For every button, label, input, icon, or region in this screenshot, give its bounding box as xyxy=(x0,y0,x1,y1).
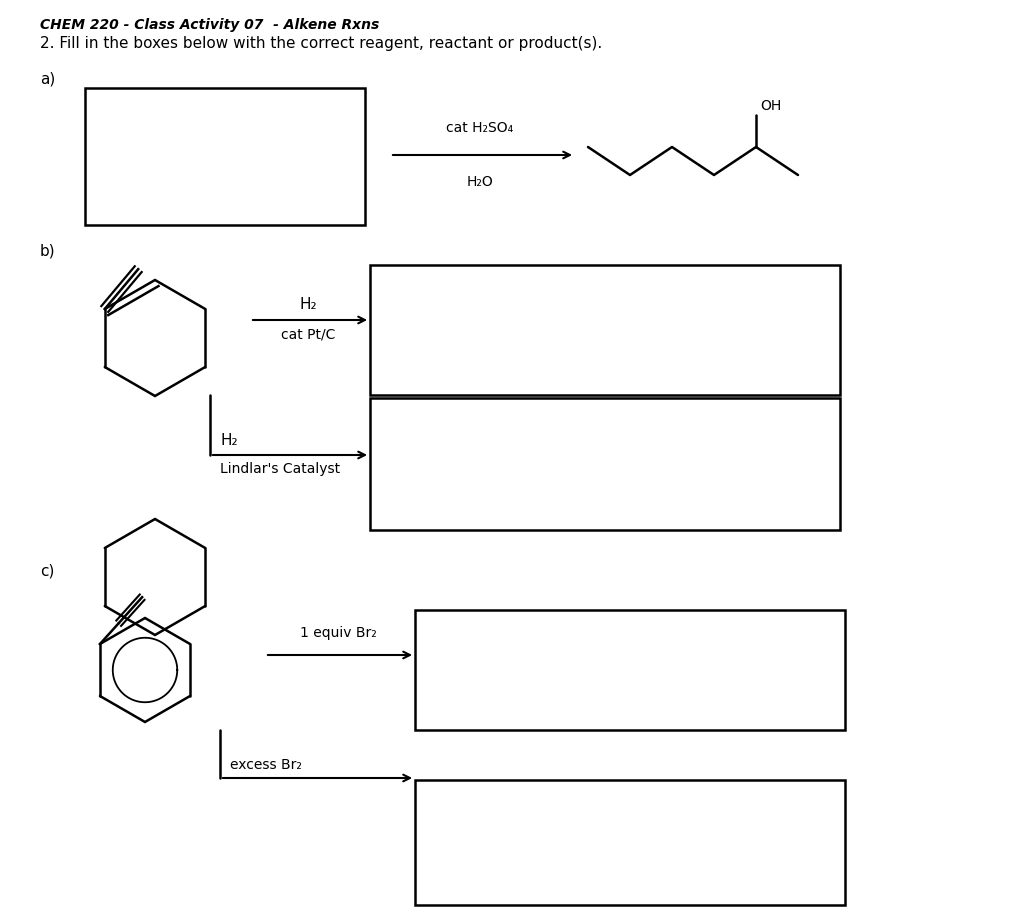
Text: H₂: H₂ xyxy=(220,433,238,448)
Text: 2. Fill in the boxes below with the correct reagent, reactant or product(s).: 2. Fill in the boxes below with the corr… xyxy=(40,36,602,51)
Text: c): c) xyxy=(40,563,54,578)
Text: b): b) xyxy=(40,244,55,259)
FancyBboxPatch shape xyxy=(370,265,840,395)
FancyBboxPatch shape xyxy=(85,88,365,225)
Text: excess Br₂: excess Br₂ xyxy=(230,758,302,772)
FancyBboxPatch shape xyxy=(415,610,845,730)
Text: 1 equiv Br₂: 1 equiv Br₂ xyxy=(300,626,377,640)
Text: H₂O: H₂O xyxy=(467,175,494,189)
FancyBboxPatch shape xyxy=(370,398,840,530)
FancyBboxPatch shape xyxy=(415,780,845,905)
Text: Lindlar's Catalyst: Lindlar's Catalyst xyxy=(220,462,340,476)
Text: a): a) xyxy=(40,72,55,87)
Text: CHEM 220 - Class Activity 07  - Alkene Rxns: CHEM 220 - Class Activity 07 - Alkene Rx… xyxy=(40,18,379,32)
Text: H₂: H₂ xyxy=(299,297,316,312)
Text: cat Pt/C: cat Pt/C xyxy=(281,328,335,342)
Text: cat H₂SO₄: cat H₂SO₄ xyxy=(446,121,514,135)
Text: OH: OH xyxy=(760,99,781,113)
